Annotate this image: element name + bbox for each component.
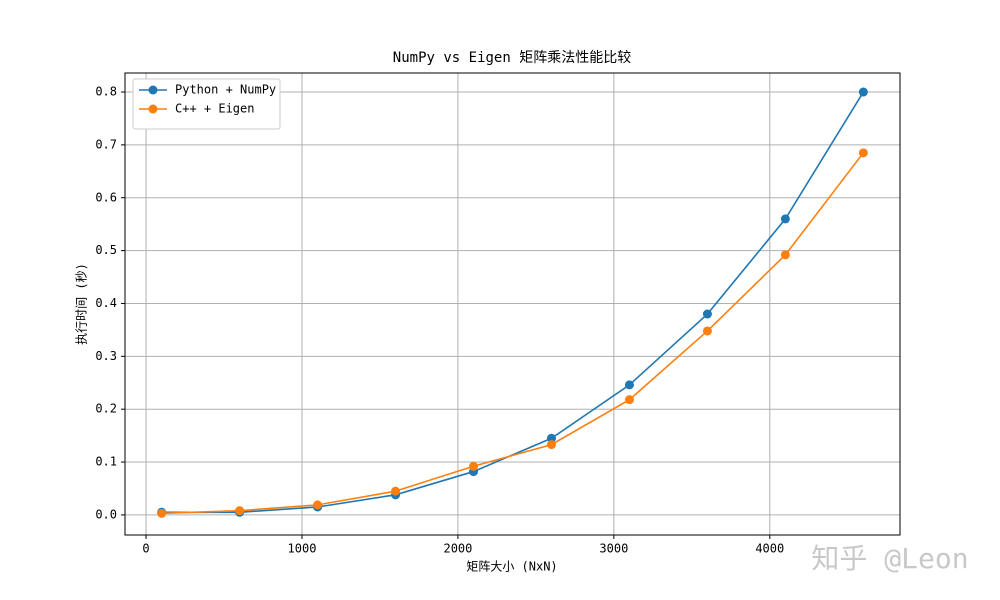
- series-line: [161, 152, 864, 515]
- y-tick-label: 0.8: [95, 85, 117, 99]
- plot-frame: [124, 72, 901, 536]
- x-tick-label: 0: [142, 542, 149, 556]
- data-point: [157, 508, 167, 518]
- x-tick-label: 4000: [755, 542, 784, 556]
- legend-marker: [148, 104, 158, 114]
- y-tick-label: 0.6: [95, 190, 117, 204]
- data-point: [235, 506, 245, 516]
- data-point: [469, 461, 479, 471]
- data-point: [546, 433, 556, 443]
- chart-title: NumPy vs Eigen 矩阵乘法性能比较: [393, 50, 631, 66]
- x-axis-label: 矩阵大小 (NxN): [466, 560, 557, 574]
- x-tick-label: 3000: [599, 542, 628, 556]
- watermark: 知乎 @Leon: [811, 542, 968, 575]
- data-point: [702, 309, 712, 319]
- data-point: [624, 395, 634, 405]
- y-tick-label: 0.3: [95, 349, 117, 363]
- data-point: [858, 87, 868, 97]
- legend-label: C++ + Eigen: [175, 102, 254, 116]
- data-point: [313, 500, 323, 510]
- y-axis-label: 执行时间 (秒): [75, 263, 89, 345]
- data-point: [780, 250, 790, 260]
- y-tick-label: 0.4: [95, 296, 117, 310]
- data-point: [702, 326, 712, 336]
- data-point: [858, 148, 868, 158]
- data-point: [624, 380, 634, 390]
- x-tick-label: 2000: [443, 542, 472, 556]
- y-tick-label: 0.5: [95, 243, 117, 257]
- legend-box: [132, 78, 281, 130]
- y-tick-label: 0.1: [95, 455, 117, 469]
- data-point: [546, 440, 556, 450]
- x-tick-label: 1000: [288, 542, 317, 556]
- y-tick-label: 0.7: [95, 137, 117, 151]
- y-tick-label: 0.0: [95, 507, 117, 521]
- data-point: [391, 486, 401, 496]
- data-point: [780, 214, 790, 224]
- y-tick-label: 0.2: [95, 402, 117, 416]
- legend-marker: [148, 85, 158, 95]
- legend-label: Python + NumPy: [175, 83, 276, 97]
